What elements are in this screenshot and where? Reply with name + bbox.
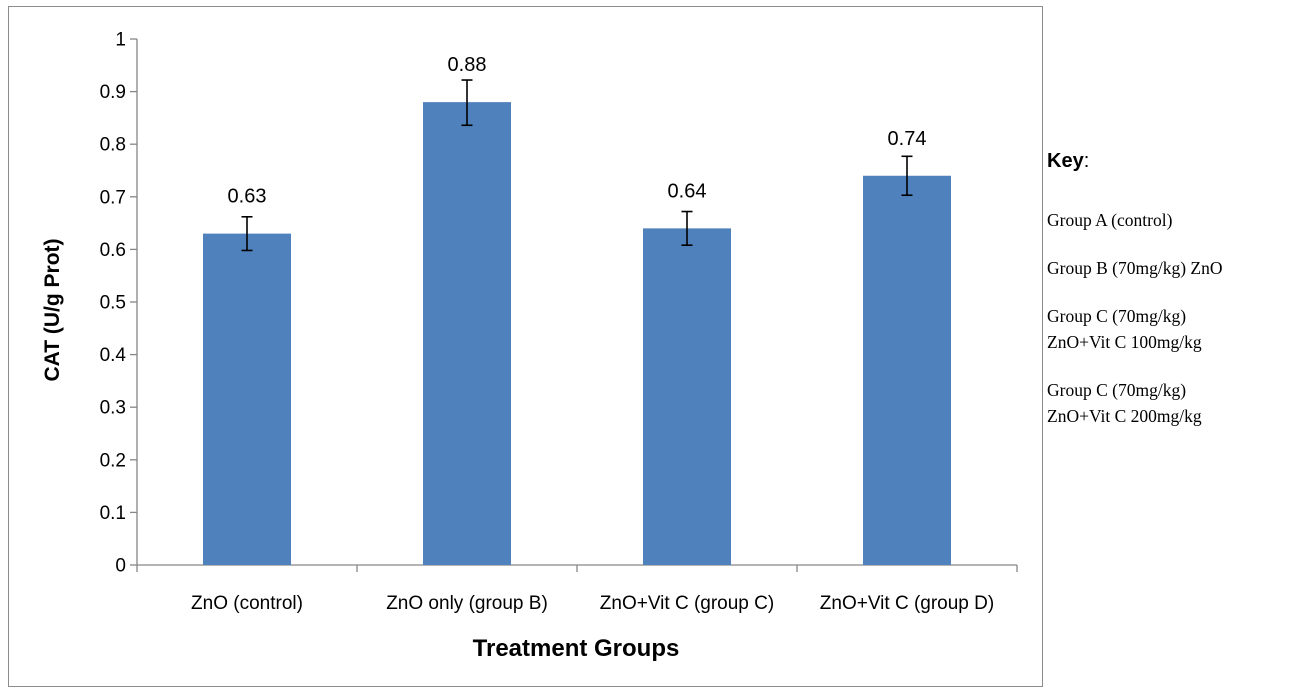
- key-list: Group A (control) Group B (70mg/kg) ZnO Gr…: [1047, 207, 1302, 429]
- y-tick-label: 0.6: [100, 240, 126, 261]
- bar: [203, 233, 291, 565]
- bar: [863, 175, 951, 565]
- x-category-label: ZnO (control): [191, 593, 303, 614]
- key-item-line: Group B (70mg/kg) ZnO: [1047, 258, 1223, 278]
- y-tick-label: 1: [115, 30, 126, 51]
- data-label: 0.74: [888, 128, 927, 150]
- key-item: Group C (70mg/kg) ZnO+Vit C 200mg/kg: [1047, 377, 1302, 429]
- data-label: 0.64: [668, 180, 707, 202]
- key-item: Group A (control): [1047, 207, 1302, 233]
- key-panel: Key: Group A (control) Group B (70mg/kg) …: [1047, 150, 1302, 451]
- y-axis-title: CAT (U/g Prot): [41, 238, 64, 381]
- data-label: 0.88: [448, 54, 487, 76]
- bar-chart: 0 0.1 0.2 0.3 0.4 0.5 0.6 0.7 0.8 0.9 1 0.63 ZnO (co…: [41, 30, 1018, 662]
- y-tick-label: 0.1: [100, 503, 126, 524]
- x-category-label: ZnO+Vit C (group D): [820, 593, 994, 614]
- y-tick-label: 0.5: [100, 293, 126, 314]
- key-item-line: Group C (70mg/kg): [1047, 306, 1187, 326]
- bar: [643, 228, 731, 566]
- chart-frame: 0 0.1 0.2 0.3 0.4 0.5 0.6 0.7 0.8 0.9 1 0.63 ZnO (co…: [8, 6, 1043, 687]
- x-category-label: ZnO only (group B): [386, 593, 548, 614]
- data-label: 0.63: [228, 186, 267, 208]
- key-item-line: Group A (control): [1047, 210, 1173, 230]
- key-item-line: Group C (70mg/kg): [1047, 380, 1187, 400]
- y-tick-label: 0.8: [100, 135, 126, 156]
- key-title: Key:: [1047, 150, 1090, 172]
- y-tick-label: 0.7: [100, 187, 126, 208]
- y-tick-label: 0.9: [100, 82, 126, 103]
- key-item-line: ZnO+Vit C 200mg/kg: [1047, 406, 1202, 426]
- x-category-label: ZnO+Vit C (group C): [600, 593, 774, 614]
- x-axis-title: Treatment Groups: [473, 635, 680, 662]
- key-item: Group B (70mg/kg) ZnO: [1047, 255, 1302, 281]
- y-tick-label: 0.2: [100, 450, 126, 471]
- y-tick-label: 0.3: [100, 398, 126, 419]
- bar: [423, 102, 511, 566]
- key-item: Group C (70mg/kg) ZnO+Vit C 100mg/kg: [1047, 303, 1302, 355]
- key-item-line: ZnO+Vit C 100mg/kg: [1047, 332, 1202, 352]
- y-tick-label: 0.4: [100, 345, 127, 366]
- y-tick-label: 0: [115, 556, 126, 577]
